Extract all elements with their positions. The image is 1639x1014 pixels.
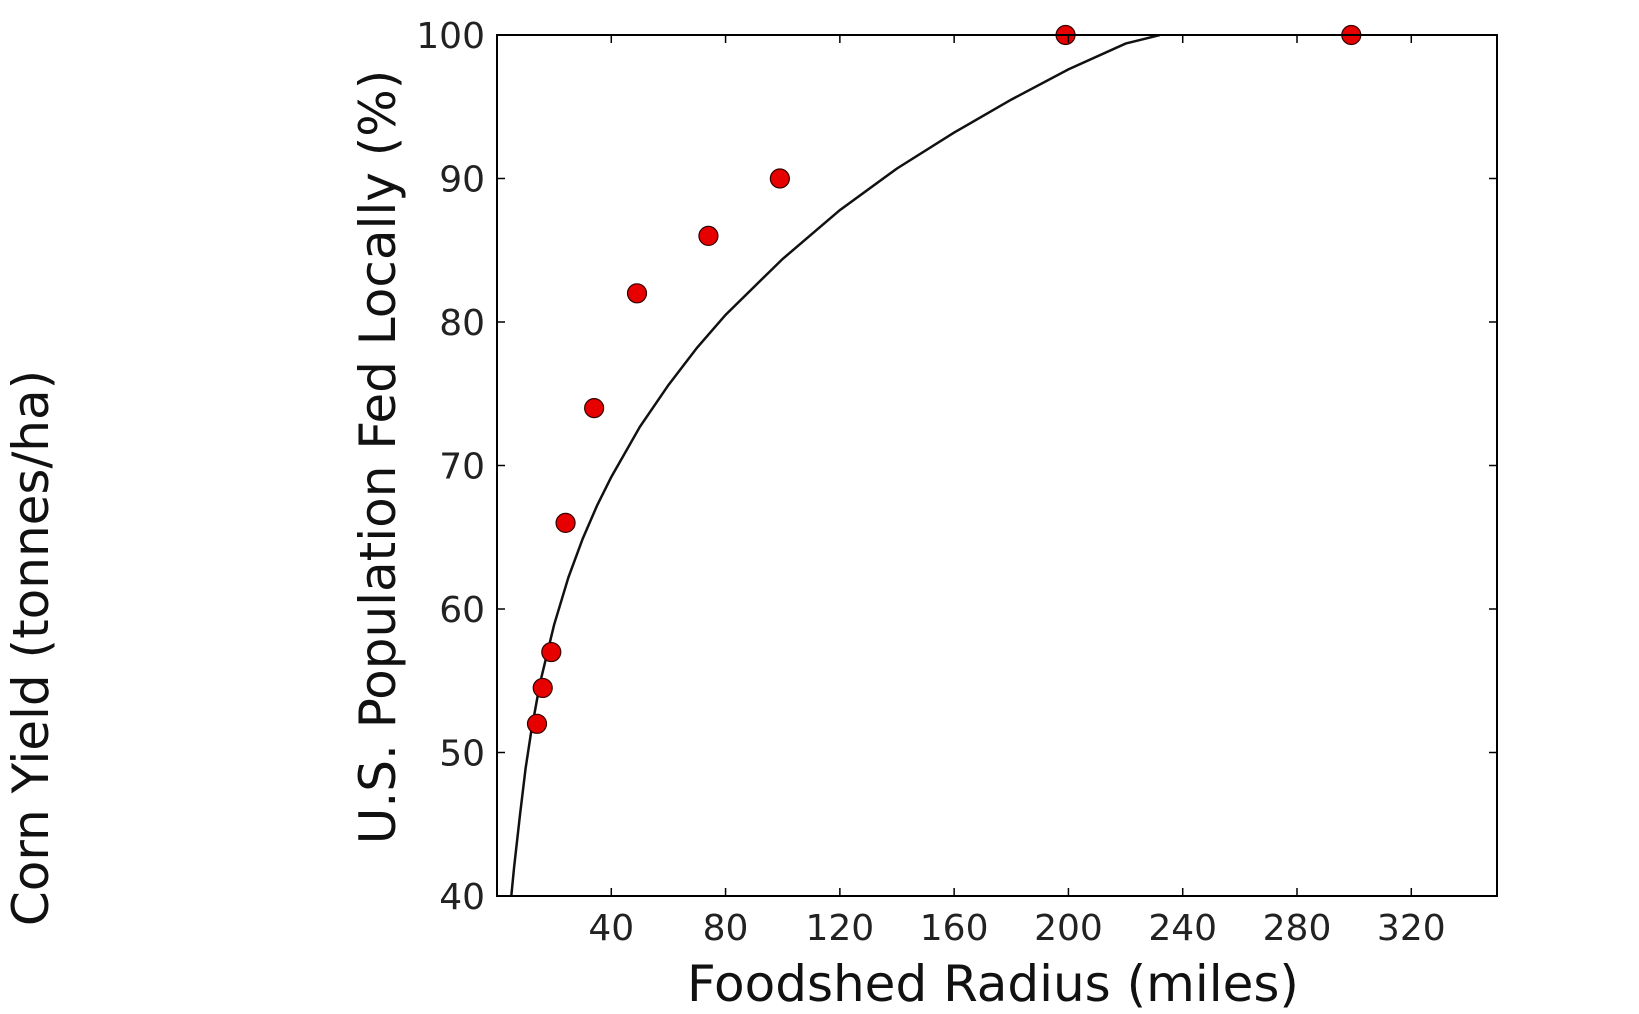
x-tick-label: 80	[703, 908, 749, 949]
data-point	[769, 168, 790, 189]
y-axis-label: U.S. Population Fed Locally (%)	[349, 70, 407, 845]
x-tick-label: 160	[920, 908, 989, 949]
data-point	[584, 398, 605, 419]
chart-marks	[496, 24, 1498, 897]
data-point	[698, 225, 719, 246]
x-tick-label: 40	[588, 908, 634, 949]
x-tick-label: 280	[1263, 908, 1332, 949]
data-point	[541, 641, 562, 663]
fit-curve	[510, 35, 1161, 896]
x-tick-label: 200	[1034, 908, 1103, 949]
y-tick-label: 80	[439, 303, 485, 344]
y-tick-label: 60	[439, 590, 485, 631]
y-tick-label: 100	[416, 16, 485, 57]
y-tick-label: 70	[439, 447, 485, 488]
y-tick-label: 90	[439, 160, 485, 201]
data-point	[532, 677, 553, 699]
data-point	[526, 713, 548, 734]
y-tick-label: 40	[439, 877, 485, 918]
outer-y-axis-label: Corn Yield (tonnes/ha)	[2, 370, 60, 926]
data-point	[626, 283, 648, 304]
x-tick-label: 320	[1377, 908, 1446, 949]
x-axis-label: Foodshed Radius (miles)	[687, 955, 1299, 1013]
x-tick-label: 240	[1148, 908, 1217, 949]
data-point	[555, 512, 576, 534]
plot-frame	[496, 34, 1498, 897]
x-tick-label: 120	[805, 908, 874, 949]
y-tick-label: 50	[439, 734, 485, 775]
axis-ticks: 40 80 120 160 200 240 280 320 40 50 60 70 80 90 100	[416, 16, 1497, 949]
